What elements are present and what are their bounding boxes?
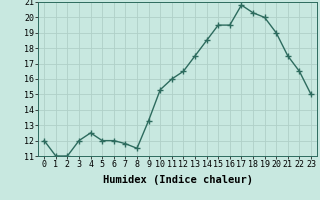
X-axis label: Humidex (Indice chaleur): Humidex (Indice chaleur)	[103, 175, 252, 185]
